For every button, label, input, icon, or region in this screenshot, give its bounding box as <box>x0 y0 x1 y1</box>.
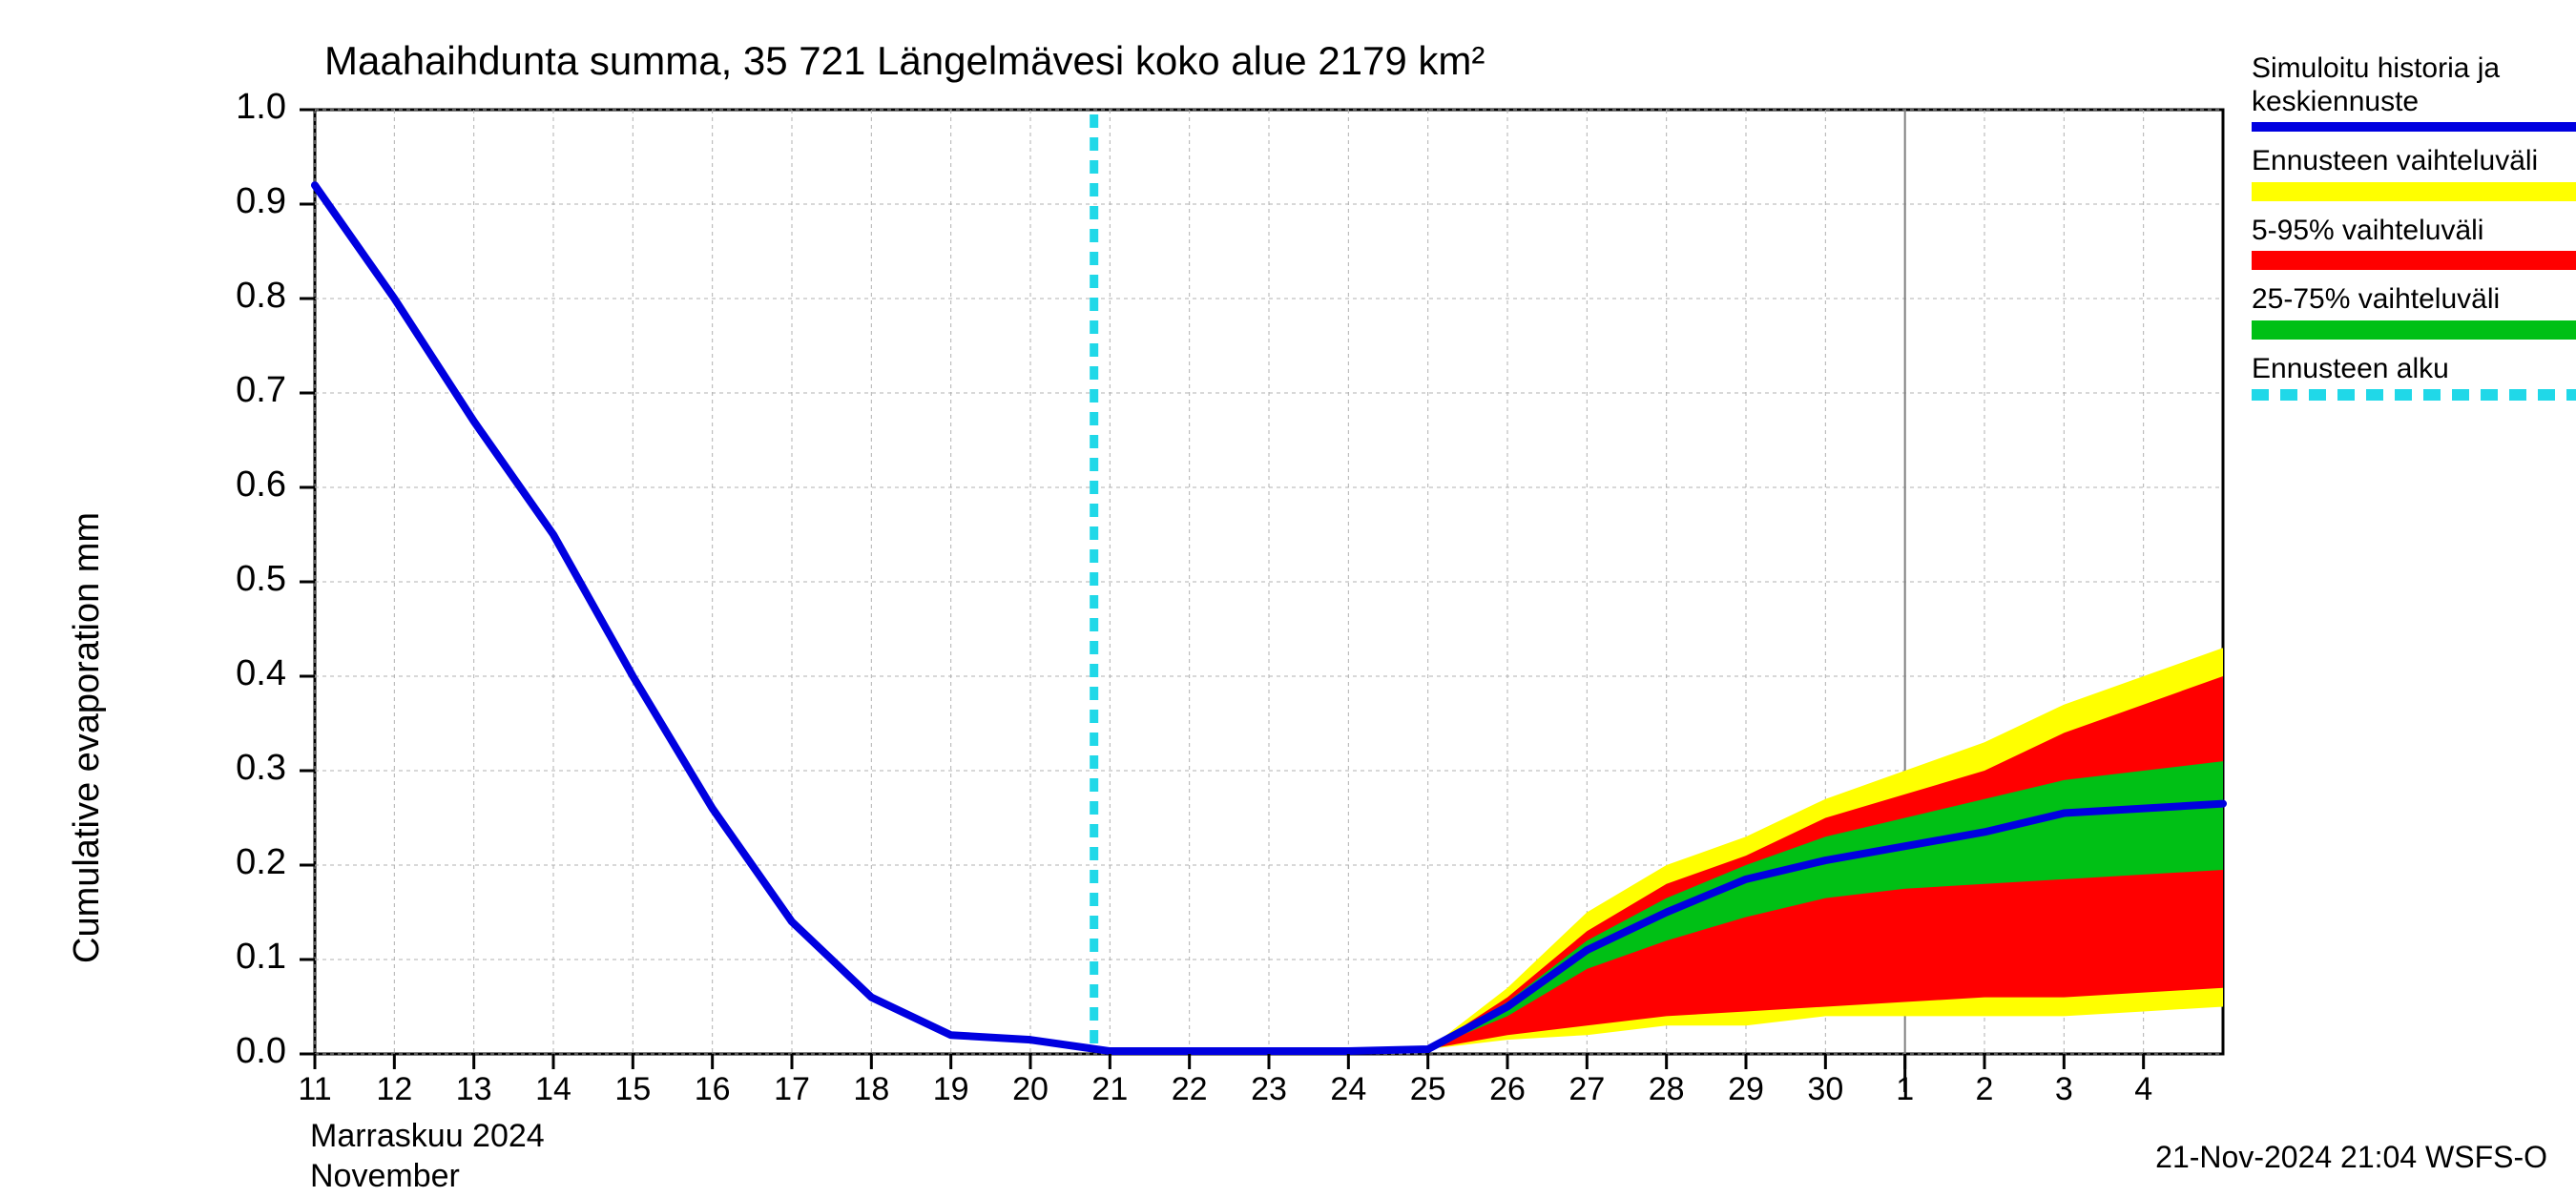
legend-swatch <box>2252 251 2576 270</box>
x-axis-month-fi: Marraskuu 2024 <box>310 1116 545 1157</box>
x-tick-label: 27 <box>1558 1071 1615 1108</box>
y-tick-label: 0.3 <box>200 748 286 789</box>
x-tick-label: 23 <box>1240 1071 1298 1108</box>
x-tick-label: 2 <box>1956 1071 2013 1108</box>
legend-label: Ennusteen alku <box>2252 353 2576 386</box>
legend-swatch <box>2252 320 2576 340</box>
x-tick-label: 30 <box>1797 1071 1854 1108</box>
x-tick-label: 26 <box>1479 1071 1536 1108</box>
x-tick-label: 15 <box>604 1071 661 1108</box>
legend-label: Simuloitu historia ja <box>2252 52 2576 86</box>
legend-label: keskiennuste <box>2252 86 2576 119</box>
x-tick-label: 18 <box>842 1071 900 1108</box>
x-tick-label: 13 <box>446 1071 503 1108</box>
legend-label: 25-75% vaihteluväli <box>2252 283 2576 317</box>
y-tick-label: 0.9 <box>200 181 286 222</box>
legend: Simuloitu historia jakeskiennuste Ennuste… <box>2252 52 2576 414</box>
x-tick-label: 21 <box>1081 1071 1138 1108</box>
footer-timestamp: 21-Nov-2024 21:04 WSFS-O <box>2155 1140 2547 1175</box>
x-tick-label: 29 <box>1717 1071 1775 1108</box>
x-tick-label: 1 <box>1877 1071 1934 1108</box>
legend-swatch <box>2252 122 2576 132</box>
y-tick-label: 0.6 <box>200 464 286 506</box>
x-tick-label: 19 <box>923 1071 980 1108</box>
y-tick-label: 0.8 <box>200 276 286 317</box>
y-tick-label: 0.2 <box>200 842 286 883</box>
legend-swatch <box>2252 182 2576 201</box>
x-tick-label: 3 <box>2035 1071 2092 1108</box>
y-tick-label: 0.7 <box>200 370 286 411</box>
legend-swatch <box>2252 389 2576 401</box>
x-tick-label: 16 <box>684 1071 741 1108</box>
legend-label: 5-95% vaihteluväli <box>2252 215 2576 248</box>
x-tick-label: 24 <box>1319 1071 1377 1108</box>
x-tick-label: 14 <box>525 1071 582 1108</box>
x-tick-label: 11 <box>286 1071 343 1108</box>
x-tick-label: 17 <box>763 1071 821 1108</box>
chart-title: Maahaihdunta summa, 35 721 Längelmävesi … <box>324 38 1485 84</box>
y-tick-label: 0.0 <box>200 1031 286 1072</box>
x-tick-label: 25 <box>1400 1071 1457 1108</box>
x-tick-label: 20 <box>1002 1071 1059 1108</box>
y-axis-label: Cumulative evaporation mm <box>67 512 108 963</box>
y-tick-label: 0.4 <box>200 653 286 694</box>
y-tick-label: 0.1 <box>200 937 286 978</box>
y-tick-label: 1.0 <box>200 87 286 128</box>
x-tick-label: 4 <box>2115 1071 2172 1108</box>
x-tick-label: 12 <box>365 1071 423 1108</box>
legend-label: Ennusteen vaihteluväli <box>2252 145 2576 178</box>
y-tick-label: 0.5 <box>200 559 286 600</box>
x-axis-month-en: November <box>310 1156 460 1197</box>
evaporation-chart <box>0 0 2576 1145</box>
x-tick-label: 22 <box>1161 1071 1218 1108</box>
x-tick-label: 28 <box>1638 1071 1695 1108</box>
